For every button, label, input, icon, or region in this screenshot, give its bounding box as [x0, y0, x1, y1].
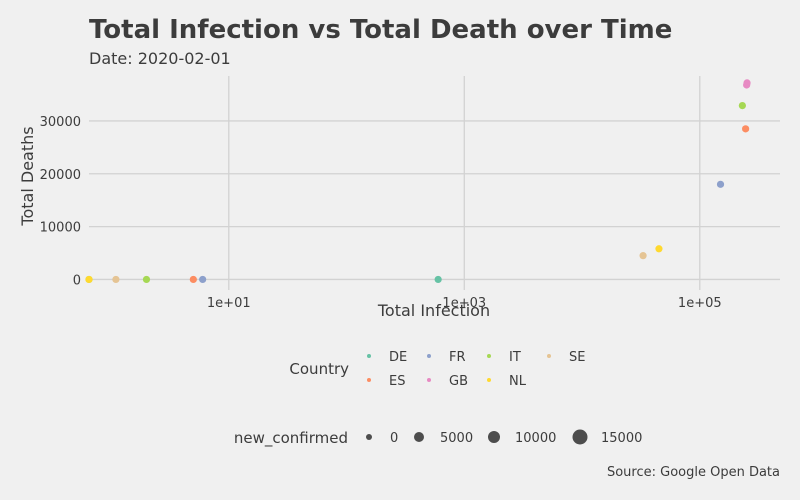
x-tick-label: 1e+01: [207, 296, 251, 311]
legend-label-es: ES: [389, 374, 405, 389]
x-tick-label: 1e+05: [678, 296, 722, 311]
legend-label-it: IT: [509, 350, 521, 365]
data-point-nl: [85, 275, 93, 284]
size-legend-key: [366, 434, 372, 440]
country-legend-title: Country: [289, 360, 349, 378]
legend-label-nl: NL: [509, 374, 527, 389]
y-tick-label: 30000: [40, 115, 81, 130]
x-axis-ticks: 1e+01 1e+03 1e+05: [207, 296, 722, 311]
chart-title: Total Infection vs Total Death over Time: [89, 15, 672, 45]
country-legend: Country DE ES FR GB IT NL SE: [289, 350, 585, 389]
legend-label-gb: GB: [449, 374, 468, 389]
size-legend-key: [488, 431, 500, 443]
legend-label-se: SE: [569, 350, 585, 365]
x-tick-label: 1e+03: [442, 296, 486, 311]
legend-key-gb: [427, 378, 431, 382]
data-point-it: [142, 275, 151, 284]
data-point-es: [742, 125, 750, 133]
y-tick-label: 0: [73, 273, 81, 288]
data-point-es: [189, 275, 197, 284]
size-legend: new_confirmed 0 5000 10000 15000: [234, 429, 643, 448]
x-axis-label: Total Infection: [377, 301, 490, 320]
legend-key-es: [367, 378, 371, 382]
legend-key-se: [547, 354, 551, 358]
chart-subtitle: Date: 2020-02-01: [89, 49, 231, 68]
country-legend-keys: DE ES FR GB IT NL SE: [367, 350, 585, 389]
size-legend-label: 10000: [515, 431, 556, 446]
legend-key-it: [487, 354, 491, 358]
data-point-it: [738, 101, 746, 110]
size-legend-label: 0: [390, 431, 398, 446]
data-point-nl: [655, 245, 663, 253]
y-tick-label: 10000: [40, 221, 81, 236]
size-legend-key: [572, 429, 588, 445]
y-axis-label: Total Deaths: [18, 126, 37, 226]
data-point-gb: [743, 79, 751, 87]
legend-label-fr: FR: [449, 350, 466, 365]
data-point-se: [112, 275, 120, 284]
size-legend-label: 5000: [440, 431, 473, 446]
legend-label-de: DE: [389, 350, 407, 365]
y-axis-ticks: 0 10000 20000 30000: [40, 115, 81, 289]
size-legend-key: [414, 432, 424, 442]
legend-key-de: [367, 354, 371, 358]
caption: Source: Google Open Data: [607, 465, 780, 480]
data-point-fr: [199, 275, 207, 284]
data-point-se: [639, 252, 647, 260]
size-legend-title: new_confirmed: [234, 429, 348, 448]
legend-key-fr: [427, 354, 431, 358]
data-points: [85, 79, 751, 284]
size-legend-label: 15000: [601, 431, 642, 446]
data-point-fr: [716, 180, 725, 188]
size-legend-keys: 0 5000 10000 15000: [366, 429, 642, 446]
data-point-de: [434, 275, 442, 284]
grid: [89, 76, 780, 290]
legend-key-nl: [487, 378, 491, 382]
y-tick-label: 20000: [40, 168, 81, 183]
